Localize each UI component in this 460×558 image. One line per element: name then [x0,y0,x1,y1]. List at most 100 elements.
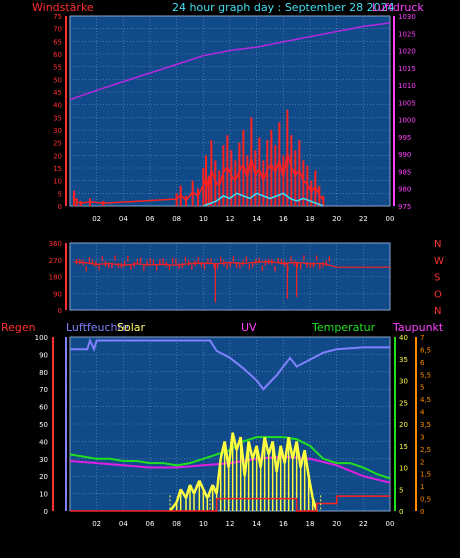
wind-tick-label: 20 [53,152,62,160]
wind-panel-background [69,15,391,207]
temperature-tick-label: 15 [399,443,408,451]
wind-x-tick-label: 22 [359,215,368,223]
pressure-tick-label: 975 [398,203,411,211]
solar-line [295,441,302,468]
weather-x-tick-label: 06 [146,520,155,528]
wind-tick-label: 45 [53,89,62,97]
weather-x-tick-label: 18 [306,520,315,528]
regen-tick-label: 40 [39,438,48,446]
wind-tick-label: 70 [53,26,62,34]
temperature-tick-label: 10 [399,465,408,473]
solar-line [169,501,178,512]
direction-tick-label: 360 [49,240,62,248]
uv-tick-label: 2,5 [420,446,431,454]
pressure-tick-label: 1000 [398,117,416,125]
wind-x-tick-label: 10 [199,215,208,223]
uv-tick-label: 1,5 [420,471,431,479]
temperature-tick-label: 20 [399,421,408,429]
regen-tick-label: 10 [39,491,48,499]
wind-tick-label: 30 [53,127,62,135]
weather-x-tick-label: 00 [386,520,395,528]
weather-x-tick-label: 16 [279,520,288,528]
wind-tick-label: 5 [58,190,62,198]
weather-x-tick-label: 14 [252,520,261,528]
wind-tick-label: 65 [53,38,62,46]
weather-x-tick-label: 10 [199,520,208,528]
solar-line [271,441,278,473]
uv-tick-label: 3 [420,433,424,441]
wind-x-tick-label: 06 [146,215,155,223]
regen-tick-label: 0 [44,508,48,516]
solar-line [198,480,205,490]
uv-tick-label: 7 [420,334,424,342]
compass-label: W [434,256,444,267]
solar-line [287,436,294,460]
uv-line [70,495,390,512]
temperature-tick-label: 35 [399,356,408,364]
uv-tick-label: 0,5 [420,496,431,504]
compass-label: O [434,289,442,300]
wind-tick-label: 10 [53,178,62,186]
wind-tick-label: 50 [53,76,62,84]
wind-tick-label: 75 [53,13,62,21]
uv-tick-label: 4 [420,409,425,417]
regen-tick-label: 100 [35,334,48,342]
wind-x-tick-label: 04 [119,215,128,223]
uv-tick-label: 0 [420,508,424,516]
uv-tick-label: 2 [420,458,424,466]
wind-x-tick-label: 12 [226,215,235,223]
temperature-tick-label: 0 [399,508,403,516]
solar-line [206,484,214,499]
regen-tick-label: 20 [39,473,48,481]
solar-line [263,436,270,455]
pressure-tick-label: 980 [398,186,411,194]
header-title: 24 hour graph day : September 28 2024 [172,1,395,14]
direction-tick-label: 90 [53,290,62,298]
wind-tick-label: 0 [58,203,62,211]
pressure-tick-label: 1030 [398,13,416,21]
regen-tick-label: 30 [39,456,48,464]
pressure-tick-label: 995 [398,134,411,142]
weather-x-tick-label: 12 [226,520,235,528]
solar-line [239,436,246,477]
header-left-label: Windstärke [32,1,94,14]
label-luftfeuchte: Luftfeuchte [66,321,129,334]
weather-x-tick-label: 02 [92,520,101,528]
wind-speed-line [73,152,324,204]
uv-tick-label: 1 [420,483,424,491]
pressure-tick-label: 1020 [398,48,416,56]
header-right-label: Luftdruck [372,1,424,14]
series-line-luftfeuchte [70,337,390,391]
solar-line [192,480,201,495]
regen-tick-label: 60 [39,404,48,412]
uv-tick-label: 4,5 [420,396,431,404]
pressure-tick-label: 1015 [398,65,416,73]
wind-tick-label: 15 [53,165,62,173]
compass-label: S [434,273,440,284]
temperature-tick-label: 30 [399,378,408,386]
wind-tick-label: 25 [53,140,62,148]
regen-tick-label: 80 [39,369,48,377]
label-regen: Regen [1,321,36,334]
wind-x-tick-label: 02 [92,215,101,223]
uv-tick-label: 5,5 [420,371,431,379]
solar-line [303,449,310,477]
label-solar: Solar [117,321,146,334]
weather-x-tick-label: 22 [359,520,368,528]
wind-x-tick-label: 20 [332,215,341,223]
label-uv: UV [241,321,257,334]
temperature-tick-label: 40 [399,334,408,342]
plot-layer: 0510152025303540455055606570759759809859… [35,13,444,528]
regen-tick-label: 90 [39,351,48,359]
pressure-tick-label: 1025 [398,30,416,38]
solar-line [179,488,188,499]
temperature-tick-label: 5 [399,486,403,494]
direction-tick-label: 180 [49,274,62,282]
wind-x-tick-label: 16 [279,215,288,223]
wind-tick-label: 40 [53,102,62,110]
wind-low-line [203,192,324,207]
regen-tick-label: 70 [39,386,48,394]
uv-tick-label: 6,5 [420,346,431,354]
